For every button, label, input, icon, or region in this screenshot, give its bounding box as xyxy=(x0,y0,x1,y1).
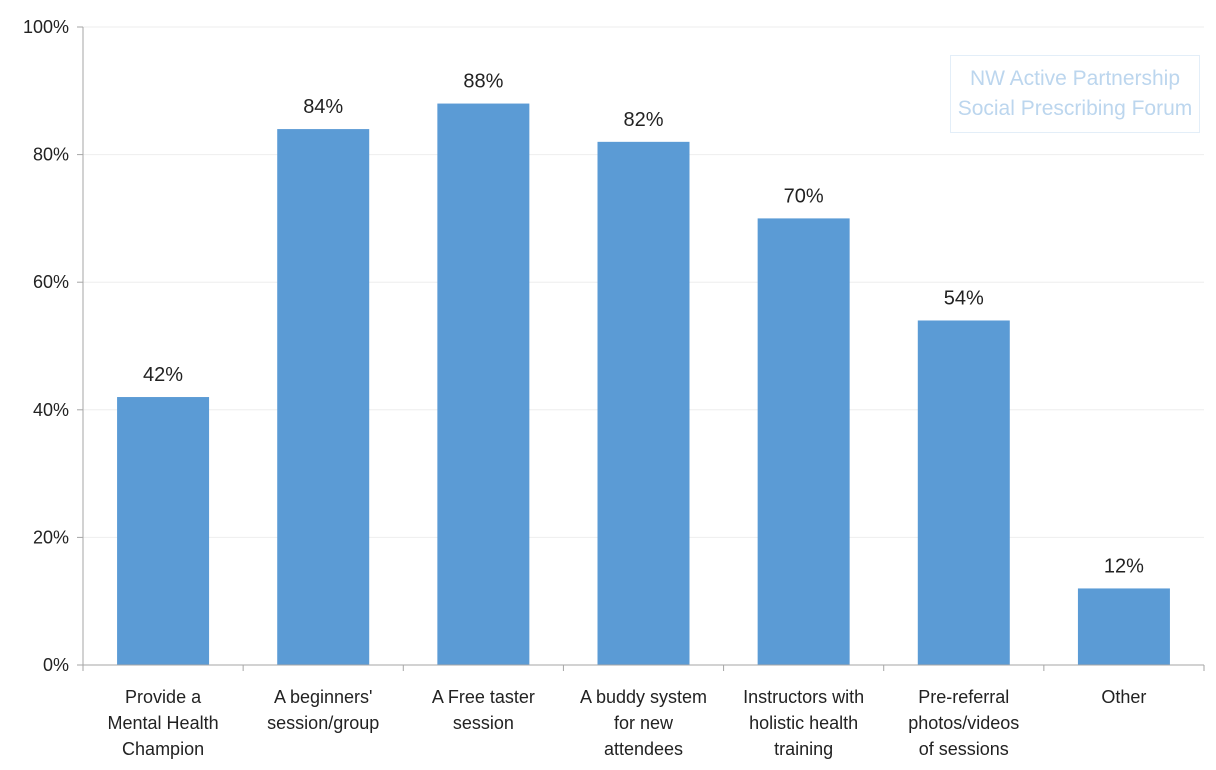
bar xyxy=(437,104,529,665)
data-label: 70% xyxy=(784,185,824,207)
x-tick-label-line: A Free taster xyxy=(432,687,535,707)
x-tick-label-line: training xyxy=(774,739,833,759)
bar xyxy=(758,218,850,665)
y-tick-label: 20% xyxy=(33,527,69,547)
bar xyxy=(918,320,1010,665)
y-tick-label: 40% xyxy=(33,400,69,420)
watermark-line-2: Social Prescribing Forum xyxy=(951,94,1199,124)
x-tick-label-line: Mental Health xyxy=(108,713,219,733)
y-tick-label: 0% xyxy=(43,655,69,675)
bar xyxy=(277,129,369,665)
data-label: 88% xyxy=(463,71,503,93)
x-tick-label: A Free taster session xyxy=(432,687,535,733)
bar xyxy=(117,397,209,665)
x-tick-label-line: attendees xyxy=(604,739,683,759)
x-tick-label-line: photos/videos xyxy=(908,713,1019,733)
x-tick-label-line: session/group xyxy=(267,713,379,733)
bar xyxy=(1078,588,1170,665)
bar xyxy=(598,142,690,665)
x-tick-label-line: Instructors with xyxy=(743,687,864,707)
x-tick-label-line: Other xyxy=(1101,687,1146,707)
x-tick-label-line: Champion xyxy=(122,739,204,759)
x-tick-label: A buddy system for new attendees xyxy=(580,687,707,759)
data-label: 42% xyxy=(143,364,183,386)
data-label: 12% xyxy=(1104,555,1144,577)
y-tick-label: 60% xyxy=(33,272,69,292)
x-tick-label-line: Pre-referral xyxy=(918,687,1009,707)
x-tick-label: A beginners' session/group xyxy=(267,687,379,733)
x-tick-label-line: session xyxy=(453,713,514,733)
x-tick-label-line: A beginners' xyxy=(274,687,373,707)
watermark: NW Active Partnership Social Prescribing… xyxy=(950,55,1200,133)
y-tick-label: 100% xyxy=(23,17,69,37)
data-label: 84% xyxy=(303,96,343,118)
data-label: 82% xyxy=(623,109,663,131)
x-tick-label: Instructors with holistic health training xyxy=(743,687,864,759)
x-tick-label-line: holistic health xyxy=(749,713,858,733)
watermark-line-1: NW Active Partnership xyxy=(951,64,1199,94)
x-tick-label: Pre-referral photos/videos of sessions xyxy=(908,687,1019,759)
x-tick-label-line: of sessions xyxy=(919,739,1009,759)
x-tick-label: Other xyxy=(1101,687,1146,707)
x-tick-label-line: Provide a xyxy=(125,687,202,707)
x-tick-label: Provide a Mental Health Champion xyxy=(108,687,219,759)
x-tick-label-line: for new xyxy=(614,713,674,733)
x-tick-label-line: A buddy system xyxy=(580,687,707,707)
y-tick-label: 80% xyxy=(33,145,69,165)
data-label: 54% xyxy=(944,287,984,309)
